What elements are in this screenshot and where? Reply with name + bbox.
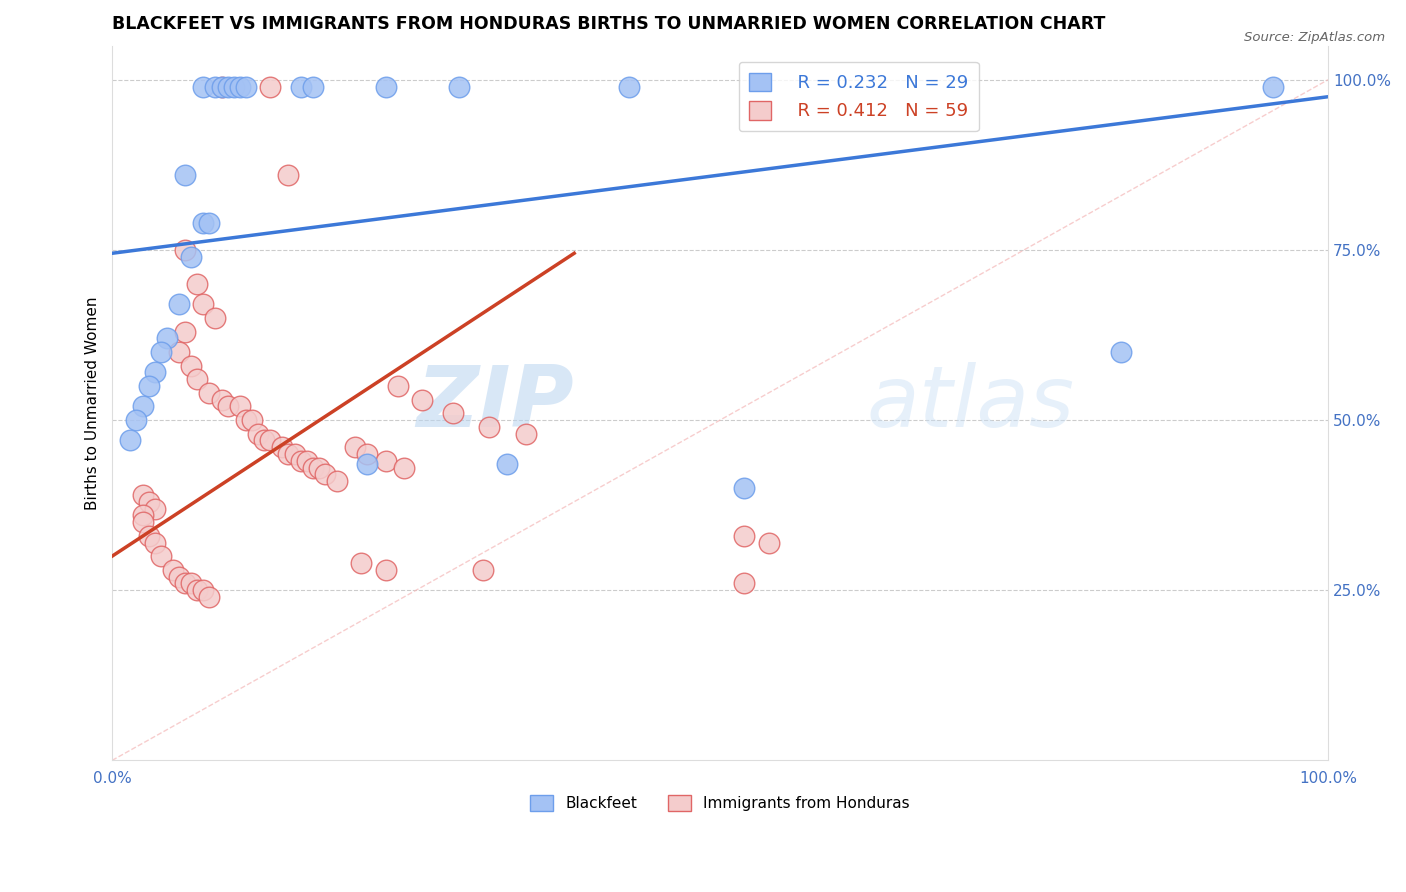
Point	[247, 426, 270, 441]
Point	[253, 434, 276, 448]
Point	[441, 406, 464, 420]
Point	[356, 447, 378, 461]
Point	[198, 590, 221, 604]
Point	[180, 359, 202, 373]
Point	[277, 168, 299, 182]
Point	[174, 576, 197, 591]
Point	[301, 79, 323, 94]
Point	[301, 460, 323, 475]
Point	[167, 345, 190, 359]
Point	[733, 529, 755, 543]
Point	[131, 515, 153, 529]
Point	[617, 79, 640, 94]
Point	[733, 576, 755, 591]
Point	[283, 447, 305, 461]
Text: BLACKFEET VS IMMIGRANTS FROM HONDURAS BIRTHS TO UNMARRIED WOMEN CORRELATION CHAR: BLACKFEET VS IMMIGRANTS FROM HONDURAS BI…	[112, 15, 1105, 33]
Point	[259, 434, 281, 448]
Point	[193, 79, 215, 94]
Point	[138, 494, 160, 508]
Point	[290, 79, 312, 94]
Point	[143, 365, 166, 379]
Point	[120, 434, 142, 448]
Point	[235, 413, 257, 427]
Text: ZIP: ZIP	[416, 361, 574, 444]
Point	[387, 379, 409, 393]
Legend: Blackfeet, Immigrants from Honduras: Blackfeet, Immigrants from Honduras	[524, 789, 915, 817]
Point	[447, 79, 470, 94]
Point	[344, 440, 367, 454]
Point	[411, 392, 433, 407]
Point	[167, 569, 190, 583]
Point	[186, 372, 208, 386]
Point	[350, 556, 373, 570]
Point	[180, 250, 202, 264]
Point	[478, 420, 501, 434]
Point	[271, 440, 294, 454]
Point	[374, 454, 396, 468]
Point	[131, 488, 153, 502]
Point	[211, 392, 233, 407]
Point	[193, 583, 215, 598]
Point	[193, 297, 215, 311]
Point	[217, 400, 239, 414]
Point	[229, 400, 252, 414]
Point	[217, 79, 239, 94]
Point	[131, 400, 153, 414]
Point	[229, 79, 252, 94]
Point	[186, 583, 208, 598]
Point	[733, 481, 755, 495]
Point	[167, 297, 190, 311]
Point	[326, 475, 349, 489]
Point	[308, 460, 330, 475]
Point	[180, 576, 202, 591]
Point	[222, 79, 245, 94]
Point	[392, 460, 415, 475]
Point	[204, 79, 226, 94]
Point	[186, 277, 208, 291]
Point	[149, 345, 172, 359]
Point	[156, 331, 179, 345]
Point	[162, 563, 184, 577]
Point	[496, 458, 519, 472]
Text: Source: ZipAtlas.com: Source: ZipAtlas.com	[1244, 31, 1385, 45]
Point	[174, 325, 197, 339]
Point	[204, 310, 226, 325]
Point	[138, 529, 160, 543]
Point	[374, 79, 396, 94]
Point	[143, 501, 166, 516]
Point	[138, 379, 160, 393]
Point	[259, 79, 281, 94]
Point	[198, 385, 221, 400]
Point	[472, 563, 495, 577]
Point	[198, 216, 221, 230]
Point	[290, 454, 312, 468]
Point	[515, 426, 537, 441]
Point	[295, 454, 318, 468]
Point	[149, 549, 172, 564]
Point	[143, 535, 166, 549]
Point	[1263, 79, 1285, 94]
Point	[131, 508, 153, 523]
Point	[374, 563, 396, 577]
Point	[1111, 345, 1133, 359]
Point	[277, 447, 299, 461]
Point	[174, 243, 197, 257]
Point	[211, 79, 233, 94]
Point	[174, 168, 197, 182]
Text: atlas: atlas	[866, 361, 1074, 444]
Point	[125, 413, 148, 427]
Point	[758, 535, 780, 549]
Point	[314, 467, 336, 482]
Point	[193, 216, 215, 230]
Point	[356, 458, 378, 472]
Point	[235, 79, 257, 94]
Point	[240, 413, 263, 427]
Point	[211, 79, 233, 94]
Y-axis label: Births to Unmarried Women: Births to Unmarried Women	[86, 296, 100, 509]
